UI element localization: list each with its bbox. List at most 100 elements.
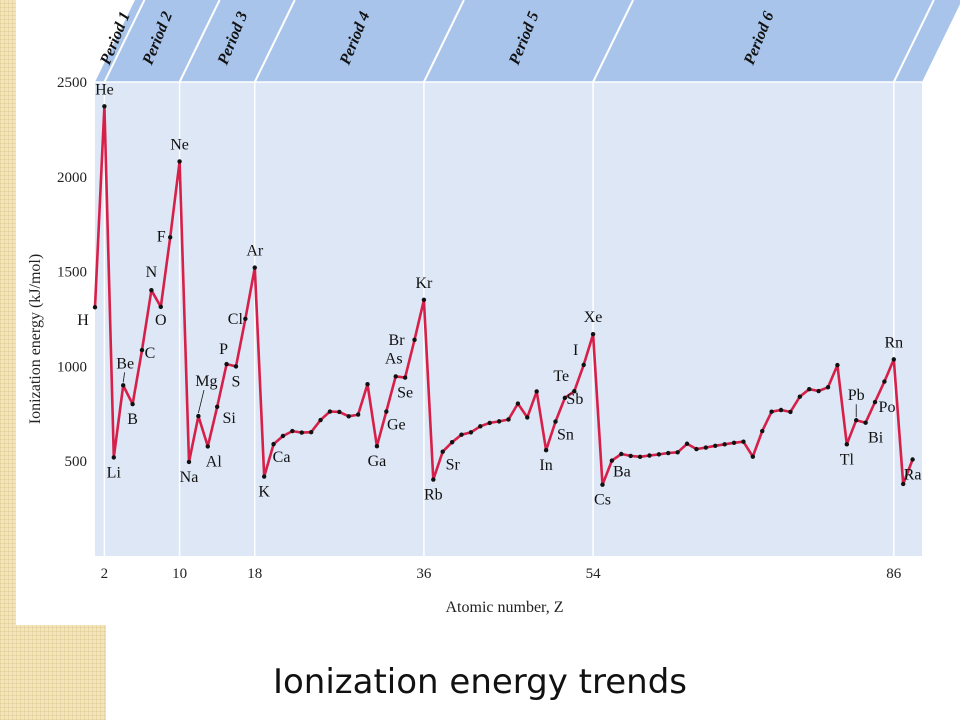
- element-label-ba: Ba: [613, 464, 631, 481]
- element-label-mg: Mg: [195, 373, 217, 390]
- data-point: [402, 375, 408, 380]
- data-point: [478, 424, 483, 429]
- data-point: [872, 399, 878, 405]
- data-point: [694, 446, 699, 452]
- data-point: [825, 385, 831, 390]
- element-label-c: C: [145, 345, 156, 362]
- element-label-sn: Sn: [557, 427, 574, 444]
- data-point: [863, 420, 868, 425]
- data-point: [393, 374, 398, 379]
- element-label-rn: Rn: [884, 334, 903, 351]
- element-label-se: Se: [397, 385, 413, 402]
- data-point: [384, 409, 389, 414]
- y-tick-label: 1500: [57, 265, 87, 281]
- element-label-sb: Sb: [566, 391, 583, 408]
- data-point: [807, 386, 812, 392]
- data-point: [111, 455, 116, 460]
- data-point: [741, 439, 746, 444]
- data-point: [365, 382, 370, 387]
- data-point: [412, 337, 417, 343]
- x-tick-label: 86: [886, 566, 902, 582]
- data-point: [327, 409, 333, 414]
- element-label-pb: Pb: [848, 387, 865, 404]
- data-point: [261, 474, 267, 479]
- data-point: [205, 444, 210, 449]
- data-point: [290, 428, 295, 434]
- x-tick-label: 36: [416, 566, 432, 582]
- element-label-si: Si: [222, 410, 236, 427]
- data-point: [177, 159, 182, 164]
- data-point: [703, 445, 709, 450]
- data-point: [337, 409, 342, 415]
- element-label-cl: Cl: [228, 311, 244, 328]
- period-band: [95, 0, 960, 82]
- data-point: [299, 430, 304, 435]
- data-point: [130, 401, 135, 407]
- y-tick-label: 1000: [57, 359, 87, 375]
- data-point: [431, 477, 436, 482]
- data-point: [891, 357, 897, 362]
- data-point: [844, 442, 850, 447]
- data-point: [243, 316, 248, 322]
- data-point: [788, 409, 793, 415]
- data-point: [760, 428, 765, 434]
- element-label-h: H: [77, 312, 89, 329]
- data-point: [308, 429, 314, 435]
- element-label-ne: Ne: [170, 136, 189, 153]
- element-label-bi: Bi: [868, 430, 884, 447]
- data-point: [778, 407, 784, 413]
- y-tick-label: 500: [65, 454, 88, 470]
- element-label-he: He: [95, 81, 114, 98]
- data-point: [139, 347, 145, 353]
- plot-area: [95, 82, 922, 556]
- data-point: [600, 482, 605, 487]
- element-label-i: I: [573, 342, 578, 359]
- data-point: [581, 362, 586, 368]
- element-label-ar: Ar: [246, 243, 264, 260]
- data-point: [590, 331, 596, 337]
- x-tick-label: 2: [101, 566, 109, 582]
- element-label-as: As: [385, 350, 403, 367]
- element-label-ca: Ca: [273, 449, 291, 466]
- data-point: [797, 394, 803, 399]
- data-point: [666, 450, 671, 456]
- data-point: [92, 305, 98, 310]
- element-label-al: Al: [206, 453, 223, 470]
- data-point: [553, 419, 558, 424]
- data-point: [543, 448, 549, 453]
- data-point: [496, 419, 502, 424]
- element-label-te: Te: [553, 368, 569, 385]
- data-point: [769, 409, 774, 414]
- data-point: [149, 287, 154, 293]
- data-point: [572, 389, 577, 394]
- element-label-sr: Sr: [446, 457, 461, 474]
- element-label-ge: Ge: [387, 417, 406, 434]
- data-point: [731, 440, 737, 446]
- element-label-b: B: [127, 411, 138, 428]
- element-label-li: Li: [107, 464, 122, 481]
- element-label-po: Po: [879, 399, 896, 416]
- element-label-be: Be: [116, 355, 134, 372]
- chart-panel: Period 1 Period 2 Period 3 Period 4 Period 5…: [16, 0, 960, 625]
- data-point: [487, 420, 492, 426]
- label-leader-line: [197, 389, 205, 414]
- ionization-energy-chart: Period 1 Period 2 Period 3 Period 4 Period 5…: [27, 0, 960, 616]
- data-point: [628, 453, 633, 459]
- element-label-n: N: [146, 264, 158, 281]
- element-label-ra: Ra: [904, 466, 922, 483]
- data-point: [910, 457, 915, 462]
- data-point: [619, 451, 624, 457]
- x-tick-label: 10: [172, 566, 187, 582]
- data-point: [271, 441, 276, 447]
- period-divider-slant: [423, 0, 465, 83]
- element-label-in: In: [539, 457, 552, 474]
- element-label-p: P: [219, 341, 228, 358]
- x-tick-label: 18: [247, 566, 262, 582]
- element-label-f: F: [157, 228, 166, 245]
- data-point: [120, 383, 126, 388]
- element-label-tl: Tl: [840, 451, 855, 468]
- element-label-s: S: [232, 373, 241, 390]
- data-point: [374, 444, 380, 449]
- period-divider-slant: [178, 0, 221, 83]
- data-point: [167, 235, 173, 240]
